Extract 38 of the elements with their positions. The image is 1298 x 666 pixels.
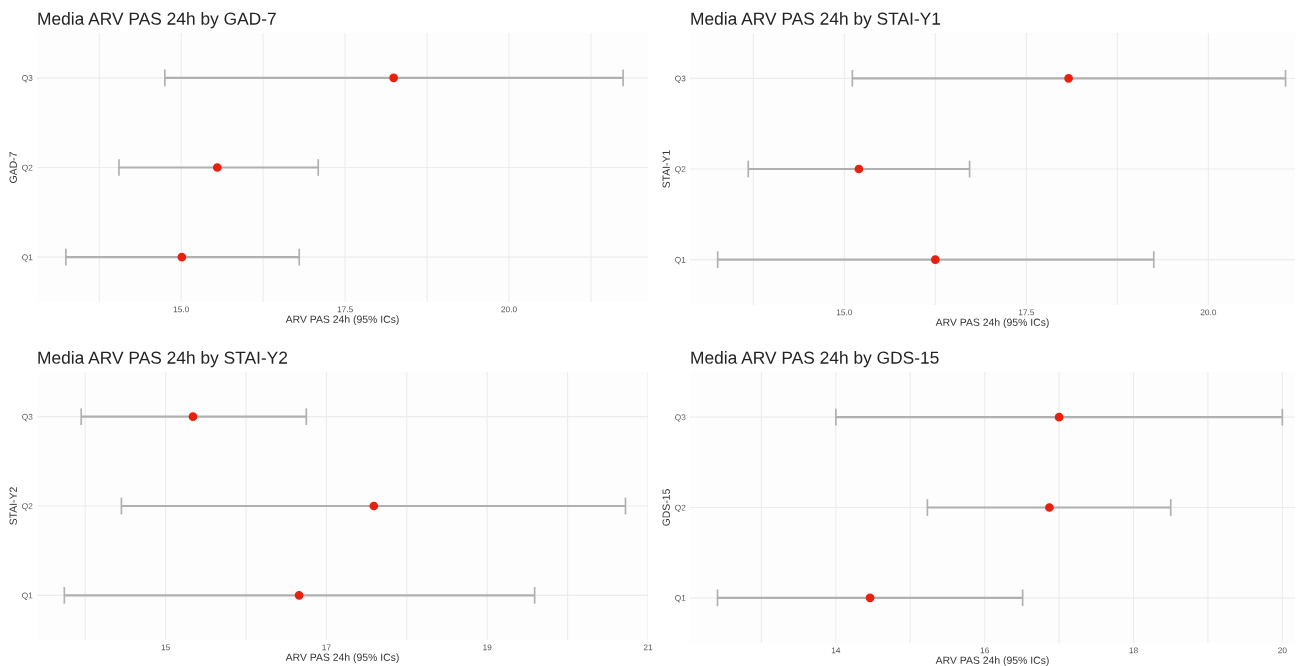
y-tick-label: Q3 <box>22 75 33 83</box>
y-tick-label: Q1 <box>675 256 686 265</box>
y-tick-label: Q3 <box>675 414 686 422</box>
y-tick-label: Q1 <box>22 592 33 600</box>
chart-title: Media ARV PAS 24h by GAD-7 <box>38 12 276 29</box>
x-axis-title: ARV PAS 24h (95% ICs) <box>935 656 1049 666</box>
y-axis-title: GAD-7 <box>9 152 17 183</box>
x-tick-label: 17 <box>322 644 331 651</box>
x-tick-label: 20.0 <box>501 306 517 313</box>
x-tick-label: 14 <box>831 647 841 654</box>
x-tick-label: 17.5 <box>1018 309 1035 316</box>
x-axis-title: ARV PAS 24h (95% ICs) <box>285 653 399 664</box>
y-tick-label: Q2 <box>675 166 686 174</box>
chart-title: Media ARV PAS 24h by GDS-15 <box>691 351 939 368</box>
y-axis-title: GDS-15 <box>662 489 670 526</box>
x-axis-title: ARV PAS 24h (95% ICs) <box>285 315 399 326</box>
y-tick-label: Q2 <box>22 164 33 173</box>
x-tick-label: 20.0 <box>1200 309 1217 316</box>
y-tick-label: Q1 <box>22 254 33 262</box>
y-tick-label: Q2 <box>22 503 33 511</box>
x-tick-label: 20 <box>1278 647 1287 654</box>
y-tick-label: Q2 <box>675 504 686 513</box>
x-axis-title: ARV PAS 24h (95% ICs) <box>935 318 1049 329</box>
x-tick-label: 16 <box>980 647 989 654</box>
x-tick-label: 15 <box>161 644 170 651</box>
chart-title: Media ARV PAS 24h by STAI-Y2 <box>38 351 288 368</box>
x-tick-label: 18 <box>1129 647 1138 654</box>
y-axis-title: STAI-Y2 <box>9 487 17 525</box>
x-tick-label: 15.0 <box>836 309 853 316</box>
y-tick-label: Q3 <box>22 413 33 422</box>
x-tick-label: 17.5 <box>337 306 353 313</box>
x-tick-label: 15.0 <box>173 306 190 313</box>
y-tick-label: Q3 <box>675 75 686 83</box>
x-tick-label: 19 <box>483 644 492 651</box>
x-tick-label: 21 <box>643 644 653 651</box>
y-axis-title: STAI-Y1 <box>662 150 670 188</box>
chart-title: Media ARV PAS 24h by STAI-Y1 <box>691 12 941 29</box>
y-tick-label: Q1 <box>675 595 686 603</box>
